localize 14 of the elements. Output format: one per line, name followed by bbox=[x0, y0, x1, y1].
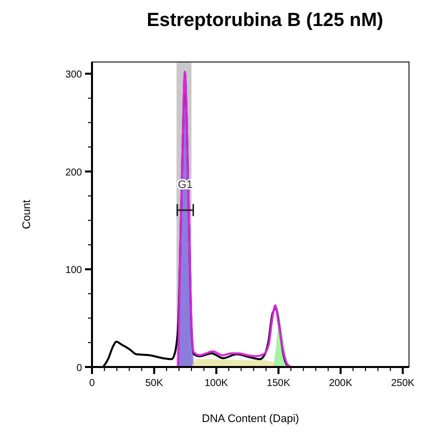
x-tick-label: 250K bbox=[391, 378, 415, 389]
x-axis-title: DNA Content (Dapi) bbox=[202, 413, 300, 425]
x-tick-label: 150K bbox=[266, 378, 290, 389]
y-tick-label: 300 bbox=[65, 70, 82, 81]
chart-title: Estreptorubina B (125 nM) bbox=[146, 10, 384, 31]
y-tick-label: 0 bbox=[76, 363, 82, 374]
x-tick-label: 0 bbox=[89, 378, 96, 389]
line-series bbox=[177, 70, 292, 368]
y-tick-label: 200 bbox=[65, 167, 82, 178]
x-tick-label: 200K bbox=[328, 378, 353, 389]
y-axis-title: Count bbox=[21, 200, 33, 230]
y-tick-label: 100 bbox=[65, 265, 82, 276]
x-tick-label: 50K bbox=[145, 378, 164, 389]
x-tick-label: 100K bbox=[204, 378, 228, 389]
